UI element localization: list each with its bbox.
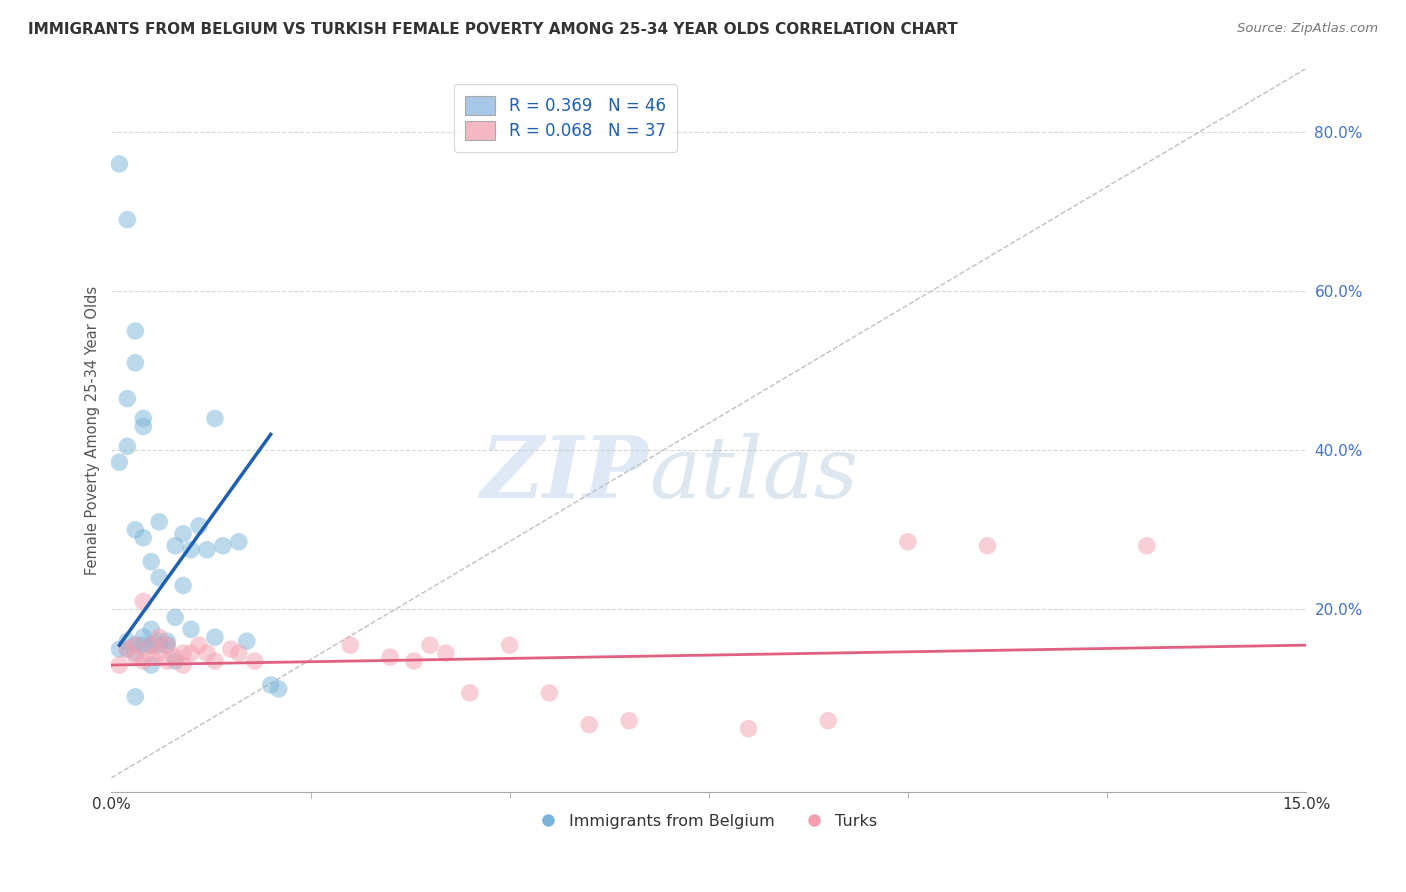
Point [117, 642, 139, 657]
Point [117, 642, 139, 657]
Point [897, 534, 920, 549]
Point [156, 638, 179, 652]
Point [148, 570, 170, 584]
Point [212, 539, 235, 553]
Point [180, 542, 202, 557]
Point [108, 658, 131, 673]
Point [578, 717, 600, 731]
Text: atlas: atlas [650, 433, 858, 516]
Point [434, 646, 457, 660]
Point [124, 523, 146, 537]
Point [156, 654, 179, 668]
Point [117, 634, 139, 648]
Point [148, 634, 170, 648]
Point [236, 634, 259, 648]
Point [976, 539, 998, 553]
Point [141, 658, 163, 673]
Point [148, 515, 170, 529]
Point [180, 646, 202, 660]
Point [817, 714, 839, 728]
Text: IMMIGRANTS FROM BELGIUM VS TURKISH FEMALE POVERTY AMONG 25-34 YEAR OLDS CORRELAT: IMMIGRANTS FROM BELGIUM VS TURKISH FEMAL… [28, 22, 957, 37]
Point [172, 658, 194, 673]
Point [132, 630, 155, 644]
Point [141, 638, 163, 652]
Point [260, 678, 283, 692]
Point [148, 630, 170, 644]
Point [124, 646, 146, 660]
Point [148, 646, 170, 660]
Point [148, 638, 170, 652]
Point [228, 646, 250, 660]
Point [204, 654, 226, 668]
Point [228, 534, 250, 549]
Point [195, 646, 218, 660]
Point [141, 650, 163, 665]
Point [124, 690, 146, 704]
Legend: Immigrants from Belgium, Turks: Immigrants from Belgium, Turks [534, 807, 884, 835]
Point [165, 650, 187, 665]
Point [117, 212, 139, 227]
Point [339, 638, 361, 652]
Point [124, 638, 146, 652]
Y-axis label: Female Poverty Among 25-34 Year Olds: Female Poverty Among 25-34 Year Olds [86, 285, 100, 575]
Point [402, 654, 425, 668]
Point [156, 634, 179, 648]
Point [132, 594, 155, 608]
Point [141, 555, 163, 569]
Point [458, 686, 481, 700]
Point [180, 622, 202, 636]
Point [117, 439, 139, 453]
Point [108, 455, 131, 469]
Point [737, 722, 759, 736]
Point [204, 411, 226, 425]
Point [165, 539, 187, 553]
Point [124, 638, 146, 652]
Point [124, 324, 146, 338]
Point [165, 654, 187, 668]
Point [132, 531, 155, 545]
Point [219, 642, 242, 657]
Point [165, 610, 187, 624]
Point [188, 519, 211, 533]
Point [172, 578, 194, 592]
Text: ZIP: ZIP [481, 432, 650, 516]
Point [156, 638, 179, 652]
Point [1136, 539, 1159, 553]
Point [132, 411, 155, 425]
Point [132, 638, 155, 652]
Point [378, 650, 401, 665]
Point [172, 526, 194, 541]
Point [108, 642, 131, 657]
Point [124, 650, 146, 665]
Point [267, 681, 290, 696]
Point [498, 638, 520, 652]
Point [132, 654, 155, 668]
Point [538, 686, 561, 700]
Text: Source: ZipAtlas.com: Source: ZipAtlas.com [1237, 22, 1378, 36]
Point [188, 638, 211, 652]
Point [243, 654, 266, 668]
Point [195, 542, 218, 557]
Point [132, 419, 155, 434]
Point [172, 646, 194, 660]
Point [124, 356, 146, 370]
Point [204, 630, 226, 644]
Point [141, 638, 163, 652]
Point [108, 157, 131, 171]
Point [141, 622, 163, 636]
Point [141, 638, 163, 652]
Point [617, 714, 640, 728]
Point [117, 392, 139, 406]
Point [419, 638, 441, 652]
